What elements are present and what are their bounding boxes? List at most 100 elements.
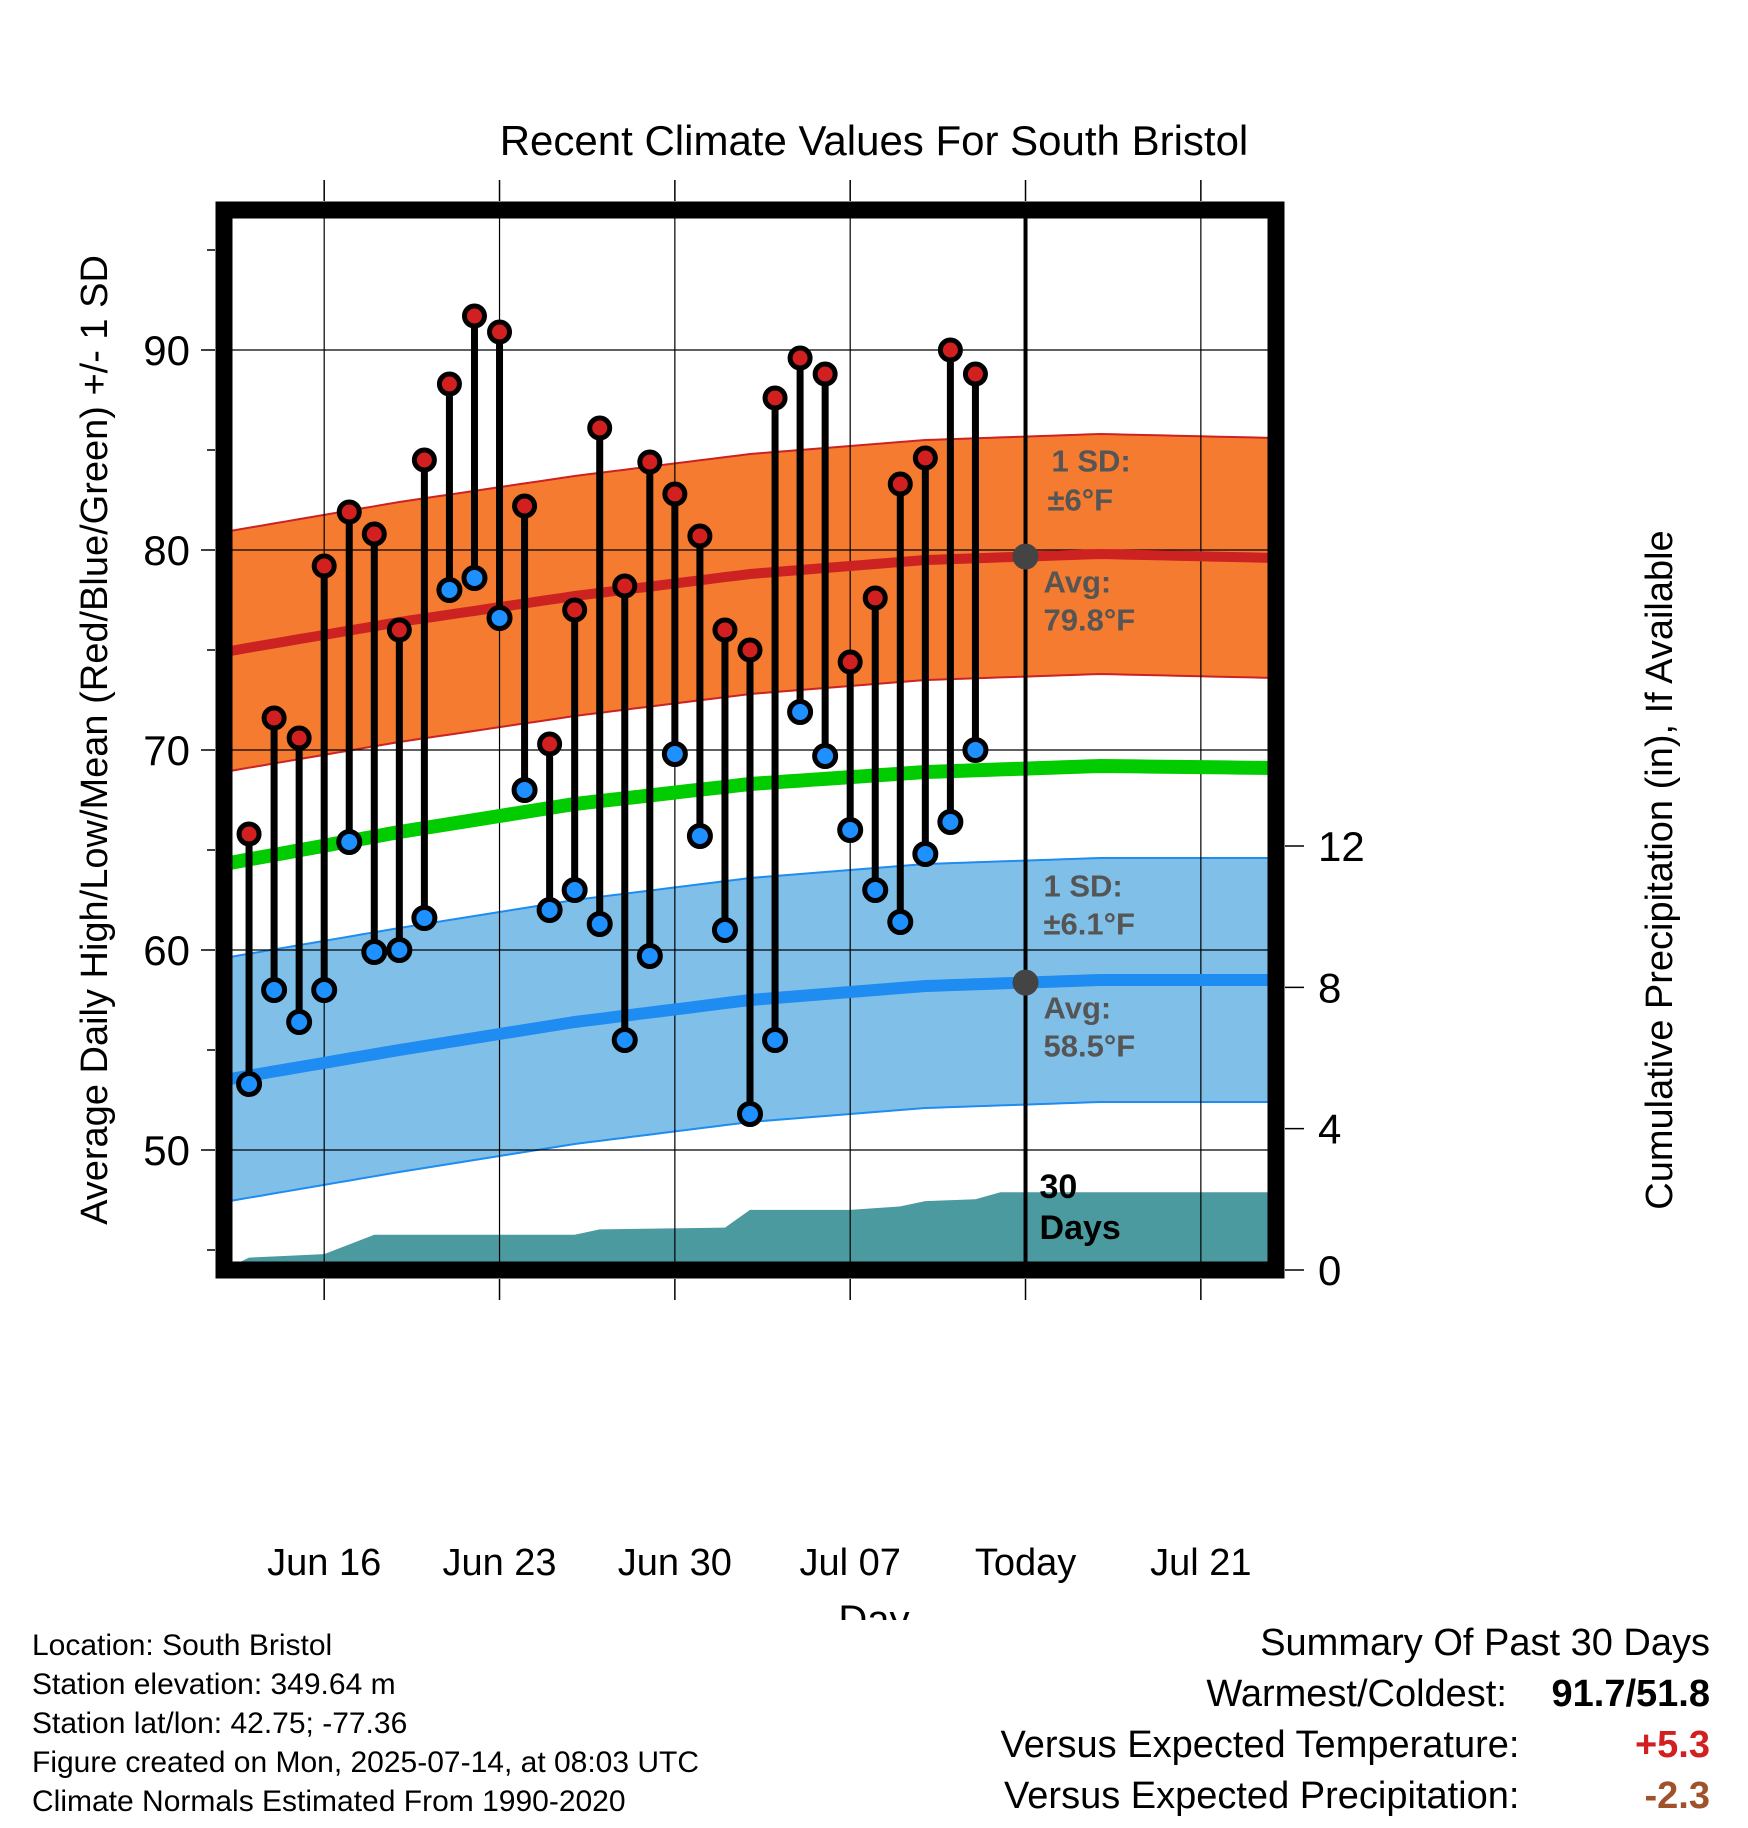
daily-high-point (411, 447, 437, 473)
today-low-avg-marker (1012, 969, 1039, 996)
daily-low-point (336, 829, 363, 855)
y2-tick-label: 12 (1318, 823, 1365, 870)
daily-high-point (662, 481, 688, 507)
daily-high-point (386, 617, 412, 643)
daily-low-point (737, 1101, 763, 1127)
summary-panel: Summary Of Past 30 Days Warmest/Coldest:… (1001, 1618, 1710, 1822)
daily-low-point (711, 917, 738, 943)
daily-high-point (361, 521, 387, 547)
climate-chart: Recent Climate Values For South Bristol 1… (74, 0, 1681, 1620)
high-sd-value: ±6°F (1048, 483, 1114, 518)
summary-heading: Summary Of Past 30 Days (1260, 1622, 1710, 1664)
warmest-coldest-label: Warmest/Coldest: (1206, 1673, 1507, 1715)
daily-low-point (912, 841, 939, 867)
daily-low-point (862, 877, 889, 903)
latlon-text: Station lat/lon: 42.75; -77.36 (32, 1707, 408, 1740)
daily-low-point (762, 1027, 789, 1053)
daily-low-point (236, 1071, 263, 1097)
high-avg-value: 79.8°F (1044, 603, 1136, 638)
daily-low-point (661, 741, 688, 767)
summary-temp-row: Versus Expected Temperature: +5.3 (1001, 1720, 1710, 1771)
coldest-value: 51.8 (1636, 1673, 1710, 1715)
daily-low-point (837, 817, 864, 843)
daily-high-point (837, 649, 863, 675)
plot-frame (215, 201, 1285, 1279)
low-avg-label: Avg: (1044, 991, 1112, 1026)
daily-high-point (461, 303, 487, 329)
daily-high-point (436, 371, 462, 397)
daily-high-point (687, 523, 713, 549)
daily-low-point (636, 943, 663, 969)
daily-high-point (862, 585, 888, 611)
y-tick-label: 90 (143, 327, 190, 374)
precip-anomaly-label: Versus Expected Precipitation: (1004, 1775, 1520, 1817)
low-sd-value: ±6.1°F (1044, 907, 1135, 942)
daily-low-point (990, 0, 1011, 11)
daily-high-point (311, 553, 337, 579)
daily-low-point (686, 823, 713, 849)
warmest-value: 91.7 (1551, 1673, 1626, 1715)
high-avg-label: Avg: (1044, 565, 1112, 600)
daily-high-point (637, 449, 663, 475)
daily-low-point (937, 809, 964, 835)
daily-low-point (436, 577, 463, 603)
y2-axis-label: Cumulative Precipitation (in), If Availa… (1639, 530, 1681, 1209)
days-count-label: 30 (1040, 1168, 1078, 1206)
daily-low-point (611, 1027, 638, 1053)
daily-low-point (411, 905, 438, 931)
x-axis-label: Day (838, 1598, 909, 1620)
daily-high-point (887, 471, 913, 497)
precip-area (224, 1192, 1276, 1270)
daily-high-point (562, 597, 588, 623)
daily-high-point (990, 0, 1010, 10)
daily-high-point (712, 617, 738, 643)
y2-tick-label: 8 (1318, 964, 1341, 1011)
today-high-avg-marker (1012, 543, 1039, 570)
daily-low-point (787, 699, 814, 725)
daily-high-point (286, 725, 312, 751)
daily-low-point (486, 605, 513, 631)
y2-tick-label: 4 (1318, 1106, 1341, 1153)
daily-high-point (912, 445, 938, 471)
x-tick-label: Jun 16 (267, 1542, 381, 1584)
daily-high-point (962, 361, 988, 387)
y-tick-label: 70 (143, 727, 190, 774)
daily-high-point (537, 731, 563, 757)
daily-high-point (937, 337, 963, 363)
daily-low-point (962, 737, 989, 763)
daily-low-point (311, 977, 338, 1003)
daily-low-point (812, 743, 839, 769)
y-tick-label: 80 (143, 527, 190, 574)
daily-low-point (461, 565, 488, 591)
high-sd-label: 1 SD: (1052, 444, 1131, 479)
elevation-text: Station elevation: 349.64 m (32, 1668, 396, 1701)
summary-precip-row: Versus Expected Precipitation: -2.3 (1001, 1771, 1710, 1822)
temp-anomaly-value: +5.3 (1634, 1724, 1710, 1766)
location-text: Location: South Bristol (32, 1629, 333, 1662)
daily-high-point (812, 361, 838, 387)
daily-low-point (586, 911, 613, 937)
y-axis-label: Average Daily High/Low/Mean (Red/Blue/Gr… (74, 255, 116, 1225)
daily-low-point (286, 1009, 313, 1035)
y-tick-label: 60 (143, 927, 190, 974)
daily-high-point (587, 415, 613, 441)
daily-low-point (386, 937, 413, 963)
daily-low-point (561, 877, 588, 903)
x-tick-label: Jun 30 (618, 1542, 732, 1584)
daily-high-point (487, 319, 513, 345)
low-sd-label: 1 SD: (1044, 869, 1123, 904)
daily-low-point (511, 777, 538, 803)
daily-low-point (261, 977, 288, 1003)
high-sd-band (224, 434, 1276, 772)
days-word-label: Days (1040, 1209, 1121, 1247)
summary-warm-cold-row: Warmest/Coldest: 91.7/51.8 (1001, 1669, 1710, 1720)
low-avg-value: 58.5°F (1044, 1029, 1136, 1064)
high-sd-upper-edge (224, 432, 1276, 533)
daily-low-point (361, 939, 388, 965)
station-info: Location: South Bristol Station elevatio… (32, 1626, 699, 1821)
warmest-coldest-separator: / (1625, 1673, 1637, 1715)
daily-low-point (887, 909, 914, 935)
y2-tick-label: 0 (1318, 1247, 1341, 1294)
daily-high-point (236, 821, 262, 847)
